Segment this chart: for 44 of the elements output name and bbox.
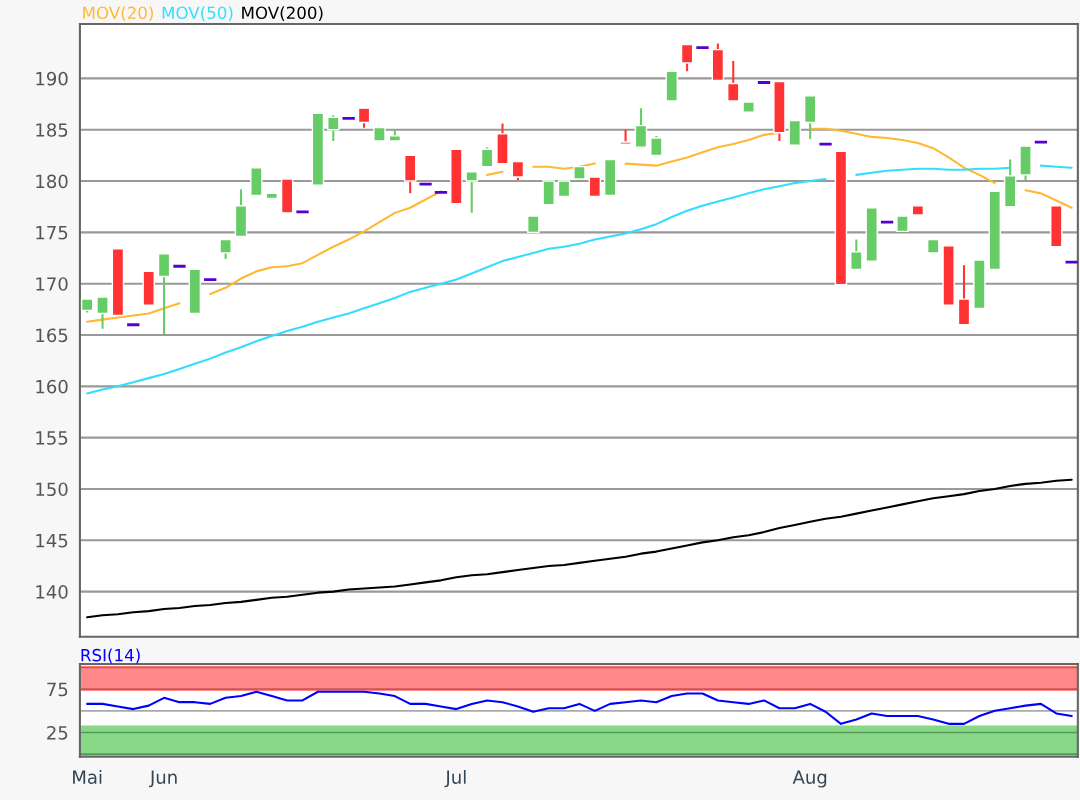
y-tick-label: 190 — [36, 71, 68, 86]
x-tick-label: Mai — [73, 769, 102, 784]
y-tick-label: 145 — [36, 534, 68, 548]
candlestick — [96, 296, 109, 330]
candlestick — [756, 81, 772, 84]
candlestick — [634, 107, 648, 149]
candlestick — [850, 238, 863, 271]
text: MOV(20) — [83, 6, 153, 22]
y-tick-label: 155 — [36, 431, 68, 445]
y-tick-label: 140 — [36, 585, 68, 599]
candlestick — [327, 114, 340, 143]
candlestick — [680, 43, 694, 73]
y-tick-label: 165 — [36, 328, 68, 343]
candlestick — [727, 59, 740, 103]
y-tick-label: 75 — [47, 682, 68, 697]
x-tick-label: Jul — [444, 769, 466, 788]
candlestick — [418, 182, 434, 186]
candlestick — [480, 146, 494, 168]
candlestick — [219, 238, 232, 261]
y-tick-label: 150 — [36, 482, 68, 497]
candlestick — [202, 278, 218, 281]
x-tick-label: Jun — [149, 770, 177, 788]
candlestick — [511, 160, 525, 182]
candlestick — [157, 252, 171, 336]
candlestick — [171, 264, 187, 268]
text: MOV(50) — [162, 6, 233, 22]
y-tick-label: 25 — [47, 725, 68, 740]
text: MOV(200) — [242, 6, 323, 22]
y-tick-label: 175 — [36, 226, 68, 240]
candlestick — [465, 170, 478, 214]
candlestick — [341, 117, 357, 120]
candlestick — [125, 323, 141, 327]
chart-title: RSI(14) — [81, 648, 140, 664]
x-tick-label: Aug — [792, 770, 827, 788]
candlestick — [1064, 260, 1078, 264]
candlestick — [357, 107, 371, 129]
y-tick-label: 185 — [36, 123, 68, 137]
line-series — [86, 478, 1073, 619]
candlestick — [650, 134, 663, 157]
y-tick-label: 170 — [36, 277, 68, 291]
y-tick-label: 160 — [36, 379, 68, 394]
y-tick-label: 180 — [36, 174, 68, 189]
line-series — [86, 690, 1073, 725]
candlestick — [433, 190, 449, 194]
